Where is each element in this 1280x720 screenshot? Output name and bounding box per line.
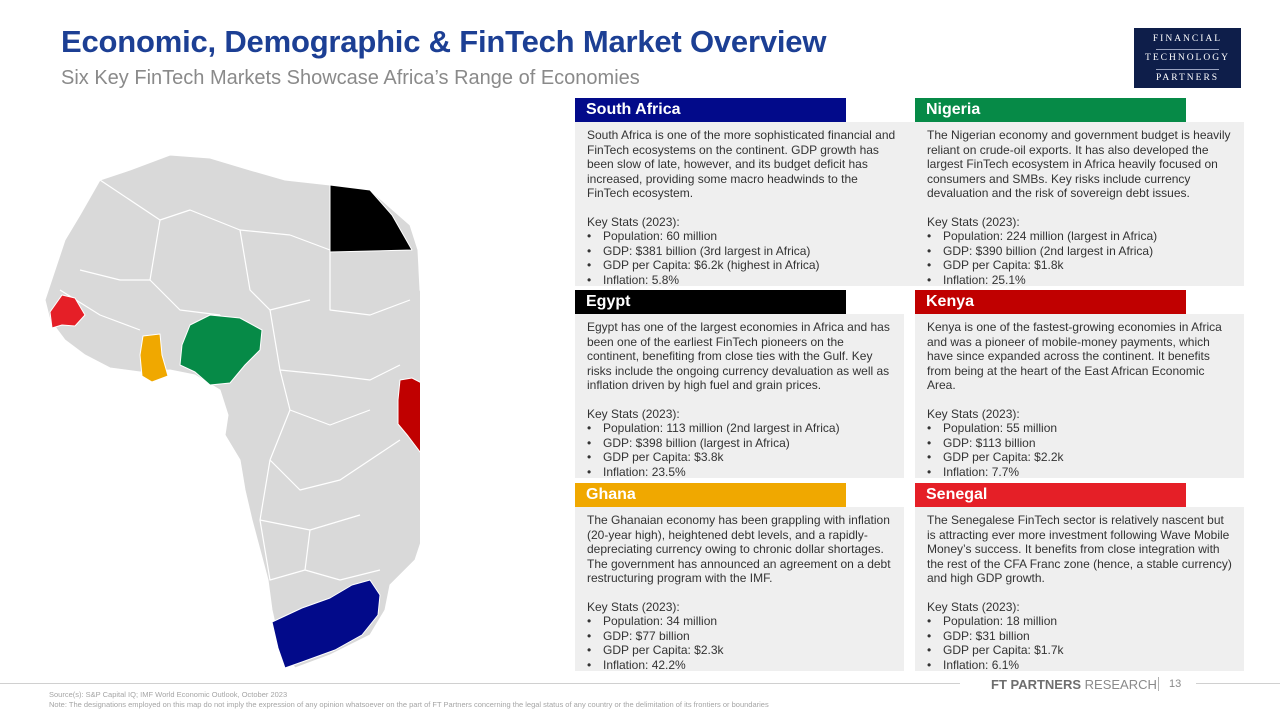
stat-item: Inflation: 6.1%	[927, 658, 1232, 673]
stat-item: Inflation: 7.7%	[927, 465, 1232, 480]
note-text: Note: The designations employed on this …	[49, 700, 769, 709]
ghana-shape	[139, 333, 169, 383]
source-text: Source(s): S&P Capital IQ; IMF World Eco…	[49, 690, 288, 699]
kenya-shape	[397, 377, 420, 453]
card-header-egypt: Egypt	[575, 290, 846, 314]
stat-item: GDP: $390 billion (2nd largest in Africa…	[927, 244, 1232, 259]
footer-source: Source(s): S&P Capital IQ; IMF World Eco…	[49, 690, 769, 710]
stat-item: GDP per Capita: $3.8k	[587, 450, 892, 465]
stat-item: GDP per Capita: $1.7k	[927, 643, 1232, 658]
stat-item: GDP: $398 billion (largest in Africa)	[587, 436, 892, 451]
card-body-senegal: The Senegalese FinTech sector is relativ…	[915, 507, 1244, 672]
stat-item: GDP: $31 billion	[927, 629, 1232, 644]
logo-line-2: TECHNOLOGY	[1145, 53, 1230, 63]
footer-brand: FT PARTNERS RESEARCH	[991, 677, 1157, 692]
stat-item: GDP: $381 billion (3rd largest in Africa…	[587, 244, 1232, 259]
card-header-senegal: Senegal	[915, 483, 1186, 507]
stats-list: Population: 18 million GDP: $31 billion …	[927, 614, 1232, 672]
card-header-ghana: Ghana	[575, 483, 846, 507]
stats-title: Key Stats (2023):	[587, 214, 680, 229]
stats-list: Population: 224 million (largest in Afri…	[927, 229, 1232, 287]
stat-item: Inflation: 42.2%	[587, 658, 892, 673]
card-description: South Africa is one of the more sophisti…	[587, 128, 896, 200]
card-header-nigeria: Nigeria	[915, 98, 1186, 122]
stat-item: Inflation: 5.8%	[587, 273, 1232, 288]
brand-light: RESEARCH	[1081, 677, 1157, 692]
stat-item: Population: 60 million	[587, 229, 1232, 244]
ft-partners-logo: FINANCIAL TECHNOLOGY PARTNERS	[1134, 28, 1241, 88]
stats-title: Key Stats (2023):	[927, 214, 1020, 229]
card-description: Kenya is one of the fastest-growing econ…	[927, 320, 1222, 392]
card-description: Egypt has one of the largest economies i…	[587, 320, 890, 392]
footer-divider	[0, 683, 960, 684]
stat-item: Population: 224 million (largest in Afri…	[927, 229, 1232, 244]
stat-item: GDP: $77 billion	[587, 629, 892, 644]
logo-rule	[1156, 49, 1219, 50]
stat-item: Population: 34 million	[587, 614, 892, 629]
footer-divider	[1196, 683, 1280, 684]
stats-title: Key Stats (2023):	[927, 599, 1020, 614]
egypt-shape	[329, 184, 413, 253]
africa-map	[44, 154, 420, 669]
card-body-egypt: Egypt has one of the largest economies i…	[575, 314, 904, 479]
page-number: 13	[1169, 678, 1182, 690]
card-description: The Ghanaian economy has been grappling …	[587, 513, 891, 585]
stat-item: GDP: $113 billion	[927, 436, 1232, 451]
senegal-shape	[49, 294, 86, 329]
africa-landmass	[44, 154, 420, 669]
stats-title: Key Stats (2023):	[587, 599, 680, 614]
card-description: The Senegalese FinTech sector is relativ…	[927, 513, 1232, 585]
stat-item: GDP per Capita: $2.2k	[927, 450, 1232, 465]
stat-item: Population: 113 million (2nd largest in …	[587, 421, 892, 436]
card-header-south-africa: South Africa	[575, 98, 846, 122]
stat-item: GDP per Capita: $1.8k	[927, 258, 1232, 273]
page-subtitle: Six Key FinTech Markets Showcase Africa’…	[61, 67, 640, 89]
stat-item: GDP per Capita: $2.3k	[587, 643, 892, 658]
stat-item: Inflation: 23.5%	[587, 465, 892, 480]
south-africa-shape	[271, 579, 381, 669]
page-title: Economic, Demographic & FinTech Market O…	[61, 24, 827, 59]
stats-list: Population: 113 million (2nd largest in …	[587, 421, 892, 479]
brand-bold: FT PARTNERS	[991, 677, 1082, 692]
stats-title: Key Stats (2023):	[927, 406, 1020, 421]
logo-line-1: FINANCIAL	[1152, 34, 1223, 44]
stats-list: Population: 55 million GDP: $113 billion…	[927, 421, 1232, 479]
stat-item: GDP per Capita: $6.2k (highest in Africa…	[587, 258, 1232, 273]
stat-item: Inflation: 25.1%	[927, 273, 1232, 288]
card-body-ghana: The Ghanaian economy has been grappling …	[575, 507, 904, 672]
card-body-kenya: Kenya is one of the fastest-growing econ…	[915, 314, 1244, 479]
stat-item: Population: 18 million	[927, 614, 1232, 629]
card-header-kenya: Kenya	[915, 290, 1186, 314]
logo-line-3: PARTNERS	[1155, 73, 1220, 83]
card-description: The Nigerian economy and government budg…	[927, 128, 1231, 200]
nigeria-shape	[179, 314, 263, 386]
card-body-nigeria: The Nigerian economy and government budg…	[915, 122, 1244, 287]
stats-title: Key Stats (2023):	[587, 406, 680, 421]
brand-separator	[1158, 677, 1159, 691]
stats-list: Population: 60 million GDP: $381 billion…	[587, 229, 1232, 287]
stats-list: Population: 34 million GDP: $77 billion …	[587, 614, 892, 672]
stat-item: Population: 55 million	[927, 421, 1232, 436]
logo-rule	[1156, 69, 1219, 70]
